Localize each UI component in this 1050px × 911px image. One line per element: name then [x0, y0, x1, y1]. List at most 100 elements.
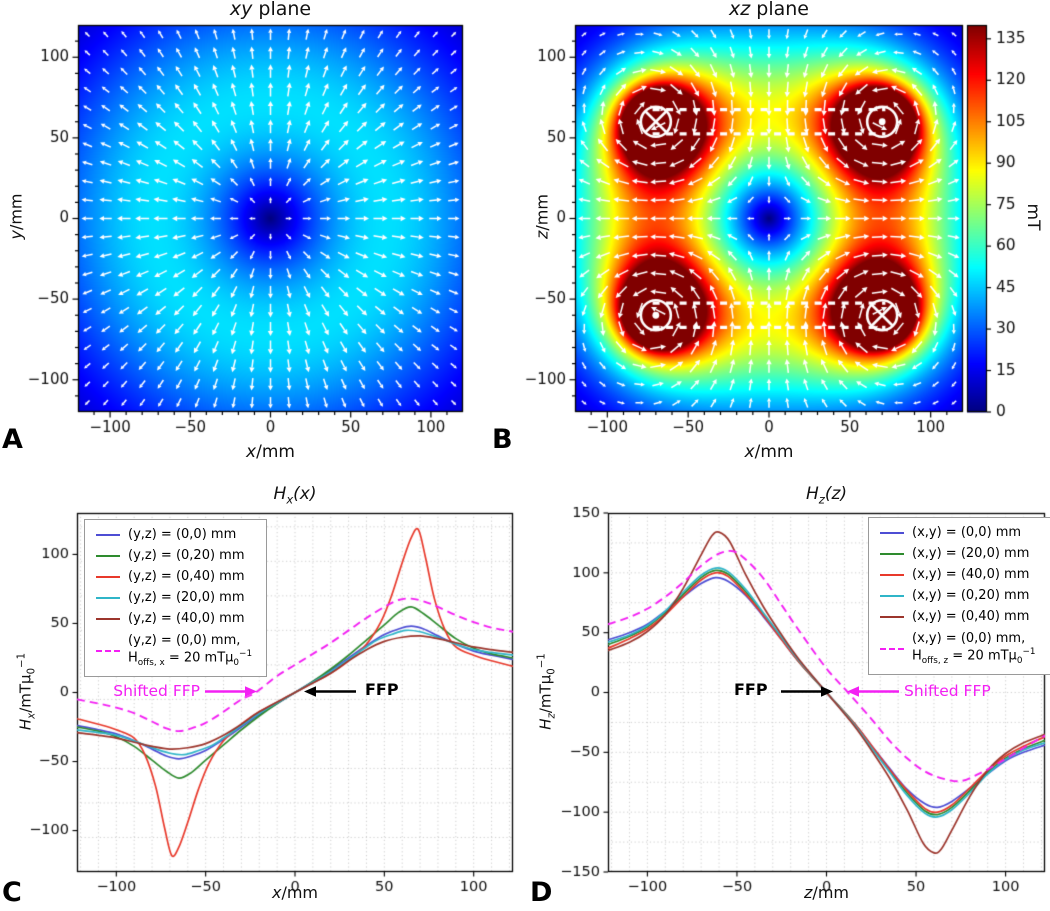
panel-label-c: C — [2, 877, 22, 908]
panel-a-xlabel-var: x — [246, 442, 257, 462]
panel-c-ffp-arrow — [304, 686, 356, 697]
panel-d-title-h: H — [805, 484, 819, 504]
panel-d-ffp-label: FFP — [734, 680, 768, 699]
legend-item: (x,y) = (0,0) mm — [876, 522, 1046, 543]
legend-label-mu-sub: 0 — [1016, 656, 1023, 667]
legend-item: (x,y) = (40,0) mm — [876, 564, 1046, 585]
legend-line-sample — [880, 573, 904, 576]
legend-label-post: = 20 mTμ — [164, 650, 234, 666]
panel-c-xlabel-var: x — [271, 883, 282, 902]
panel-b-ylabel-rest: /mm — [532, 194, 552, 231]
panel-b-title-var: xz — [729, 0, 751, 20]
legend-item: (x,y) = (0,0) mm, Hoffs, z = 20 mTμ0−1 — [876, 629, 1046, 669]
panel-d-ylabel-mu-sup: −1 — [536, 653, 548, 669]
legend-label-mu-sub: 0 — [233, 658, 240, 669]
panel-a-title: xy plane — [78, 0, 463, 20]
legend-label-h: H — [128, 650, 138, 666]
panel-d-title-sub: z — [818, 492, 825, 507]
panel-c-ylabel-mu-sup: −1 — [16, 652, 28, 668]
legend-item-label: (y,z) = (20,0) mm — [128, 590, 245, 605]
panel-label-d: D — [530, 877, 553, 908]
legend-label-post: = 20 mTμ — [948, 648, 1017, 664]
legend-line-sample — [880, 648, 904, 650]
legend-item-label: (x,y) = (0,40) mm — [912, 609, 1030, 624]
panel-b-xlabel-rest: /mm — [754, 442, 794, 462]
legend-item-label: (y,z) = (0,40) mm — [128, 569, 245, 584]
panel-label-b: B — [492, 424, 513, 455]
panel-d-xlabel-var: z — [804, 883, 813, 902]
legend-item-label: (x,y) = (0,20) mm — [912, 588, 1030, 603]
panel-b-field-canvas — [520, 0, 1050, 470]
legend-label-line1: (x,y) = (0,0) mm, — [912, 630, 1026, 646]
panel-c-legend: (y,z) = (0,0) mm (y,z) = (0,20) mm (y,z)… — [84, 519, 267, 677]
panel-c-shifted-ffp-label: Shifted FFP — [113, 682, 200, 700]
legend-line-sample — [880, 552, 904, 555]
panel-d-shifted-ffp-arrow — [847, 686, 899, 697]
panel-b-title-rest: plane — [750, 0, 809, 20]
panel-d-ffp-arrow — [781, 686, 833, 697]
panel-c-shifted-ffp-arrow — [205, 686, 257, 697]
legend-item-label: (x,y) = (20,0) mm — [912, 546, 1030, 561]
panel-d-title: Hz(z) — [608, 484, 1045, 506]
legend-item: (x,y) = (0,40) mm — [876, 606, 1046, 627]
legend-item: (y,z) = (0,40) mm — [92, 566, 260, 587]
panel-c-ylabel-sub: x — [26, 712, 38, 719]
panel-d-ylabel-h: H — [536, 718, 555, 730]
panel-c-title-sub: x — [286, 492, 294, 507]
legend-item-label: (x,y) = (0,0) mm, Hoffs, z = 20 mTμ0−1 — [912, 630, 1035, 668]
legend-item: (y,z) = (0,20) mm — [92, 545, 260, 566]
panel-b-xlabel-var: x — [744, 442, 755, 462]
legend-item-label: (y,z) = (40,0) mm — [128, 611, 245, 626]
colorbar-unit-label: mT — [1023, 167, 1043, 267]
panel-d-ylabel-mu-sub: 0 — [546, 668, 558, 675]
panel-label-a: A — [2, 424, 23, 455]
panel-c-ffp-label: FFP — [365, 680, 399, 699]
legend-label-mu-sup: −1 — [239, 649, 253, 660]
panel-d-legend: (x,y) = (0,0) mm (x,y) = (20,0) mm (x,y)… — [868, 517, 1050, 675]
legend-line-sample — [880, 531, 904, 534]
panel-b-title: xz plane — [575, 0, 963, 20]
panel-a-xlabel-rest: /mm — [256, 442, 295, 462]
panel-c-title: Hx(x) — [77, 484, 513, 506]
panel-a-ylabel: y/mm — [7, 167, 26, 267]
panel-b-xlabel: x/mm — [575, 442, 963, 462]
panel-c-xlabel-rest: /mm — [281, 883, 319, 902]
legend-item: (y,z) = (20,0) mm — [92, 587, 260, 608]
panel-c-ylabel-mu-sub: 0 — [26, 667, 38, 675]
panel-a-xlabel: x/mm — [78, 442, 463, 462]
panel-c-plot-canvas — [0, 505, 550, 905]
legend-line-sample — [96, 575, 120, 578]
panel-c-ylabel: Hx/mTμ0−1 — [17, 622, 38, 762]
panel-b-ylabel-var: z — [532, 230, 552, 239]
legend-item: (x,y) = (0,20) mm — [876, 585, 1046, 606]
panel-d-ylabel: Hz/mTμ0−1 — [537, 622, 558, 762]
legend-line-sample — [96, 596, 120, 599]
panel-c-ylabel-h: H — [16, 718, 35, 731]
panel-a-ylabel-rest: /mm — [6, 193, 26, 231]
legend-item: (y,z) = (40,0) mm — [92, 608, 260, 629]
panel-b-ylabel: z/mm — [533, 167, 552, 267]
legend-item-label: (y,z) = (0,0) mm — [128, 527, 237, 542]
panel-a-field-canvas — [0, 0, 545, 470]
legend-line-sample — [880, 594, 904, 597]
legend-label-mu-sup: −1 — [1022, 647, 1036, 658]
panel-d-title-arg: (z) — [824, 484, 848, 504]
panel-d-ylabel-unit: /mTμ — [536, 674, 555, 714]
colorbar-unit-text: mT — [1023, 203, 1043, 231]
legend-line-sample — [880, 615, 904, 618]
legend-item: (y,z) = (0,0) mm, Hoffs, x = 20 mTμ0−1 — [92, 631, 260, 671]
panel-a-ylabel-var: y — [6, 230, 26, 240]
panel-d-shifted-ffp-label: Shifted FFP — [904, 682, 991, 700]
legend-line-sample — [96, 554, 120, 557]
legend-item-label: (x,y) = (40,0) mm — [912, 567, 1030, 582]
panel-c-title-h: H — [273, 484, 287, 504]
legend-label-sub: offs, x — [137, 658, 165, 669]
panel-c-title-arg: (x) — [293, 484, 317, 504]
legend-item: (y,z) = (0,0) mm — [92, 524, 260, 545]
legend-label-sub: offs, z — [921, 656, 949, 667]
legend-item-label: (x,y) = (0,0) mm — [912, 525, 1022, 540]
legend-line-sample — [96, 533, 120, 536]
panel-d-xlabel-rest: /mm — [812, 883, 849, 902]
panel-d-ylabel-sub: z — [546, 713, 558, 719]
